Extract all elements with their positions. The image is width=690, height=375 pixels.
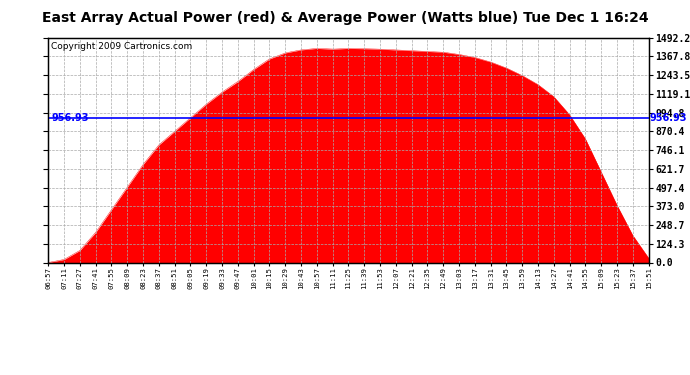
Text: Copyright 2009 Cartronics.com: Copyright 2009 Cartronics.com [51,42,193,51]
Text: East Array Actual Power (red) & Average Power (Watts blue) Tue Dec 1 16:24: East Array Actual Power (red) & Average … [41,11,649,25]
Text: 956.93: 956.93 [51,113,89,123]
Text: 956.93: 956.93 [650,113,687,123]
